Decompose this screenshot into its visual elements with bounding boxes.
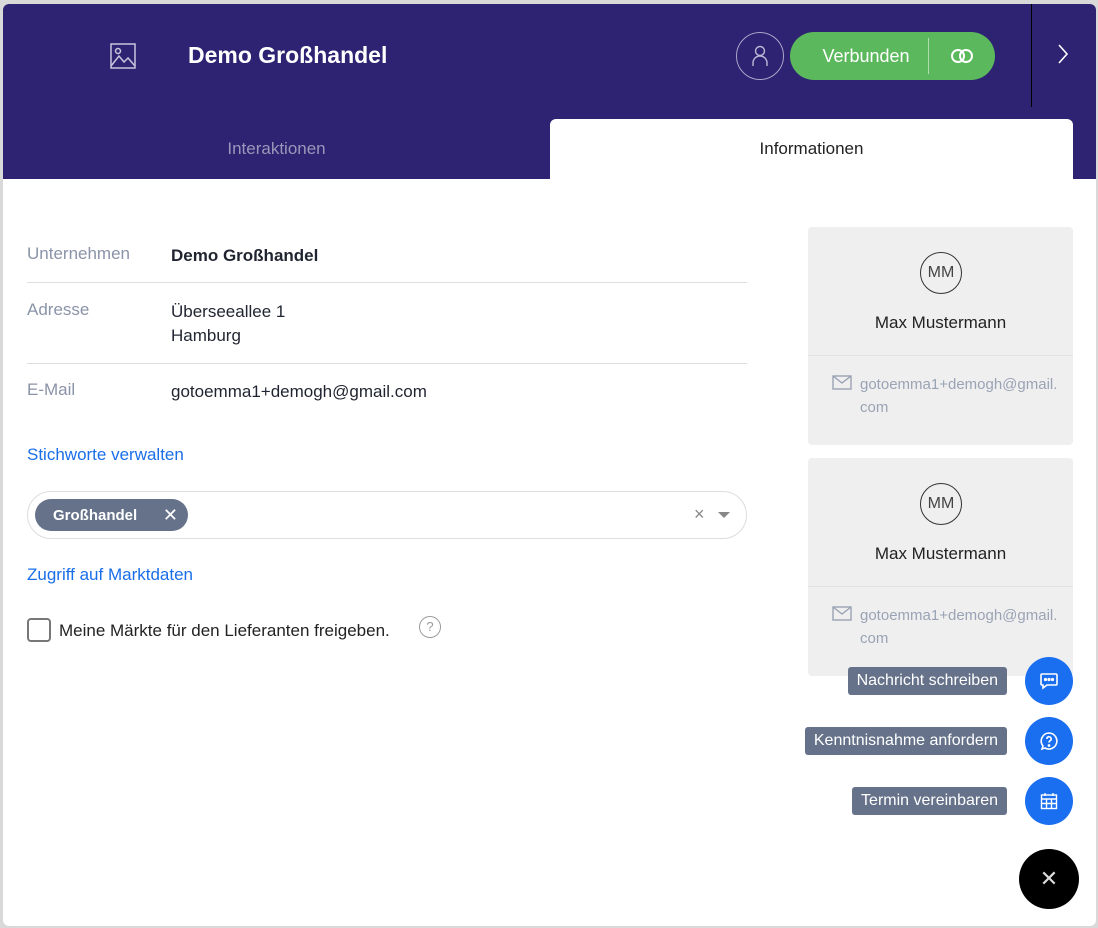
question-bubble-icon [1040,732,1058,751]
contact-name: Max Mustermann [874,313,1007,332]
user-icon [752,45,768,66]
avatar: MM [920,483,962,525]
page-title: Demo Großhandel [188,42,388,68]
help-icon[interactable]: ? [419,616,441,638]
tab-informationen[interactable]: Informationen [550,119,1073,179]
write-message-button[interactable] [1025,657,1073,705]
manage-tags-link[interactable]: Stichworte verwalten [27,445,184,464]
clear-icon[interactable]: × [694,504,705,524]
linked-rings-icon [929,48,995,64]
mail-icon [832,606,852,626]
window: Demo Großhandel Verbunden Interaktionen … [3,4,1096,926]
connection-status-label: Verbunden [822,45,910,66]
contact-card: MM Max Mustermann gotoemma1+demogh@gmail… [808,227,1073,445]
chevron-right-icon[interactable] [1056,42,1070,71]
contact-email[interactable]: gotoemma1+demogh@gmail.com [860,376,1058,416]
avatar: MM [920,252,962,294]
chat-icon [1040,673,1058,690]
address-row: Adresse Überseeallee 1 Hamburg [27,300,286,345]
close-actions-button[interactable]: ✕ [1019,849,1079,909]
tag-select[interactable]: Großhandel ✕ × [27,491,747,539]
email-row: E-Mail gotoemma1+demogh@gmail.com [27,380,427,401]
share-markets-checkbox[interactable] [27,618,51,642]
action-label-acknowledge[interactable]: Kenntnisnahme anfordern [804,727,1007,755]
remove-tag-icon[interactable]: ✕ [162,505,178,525]
connection-status-button[interactable]: Verbunden [790,32,995,80]
company-row: Unternehmen Demo Großhandel [27,244,319,265]
contact-email[interactable]: gotoemma1+demogh@gmail.com [860,607,1058,647]
contact-card: MM Max Mustermann gotoemma1+demogh@gmail… [808,458,1073,676]
calendar-icon [1040,793,1058,810]
dropdown-arrow-icon[interactable] [718,512,730,518]
tag-chip: Großhandel ✕ [35,499,188,531]
schedule-appointment-button[interactable] [1025,777,1073,825]
market-data-link[interactable]: Zugriff auf Marktdaten [27,565,193,584]
request-acknowledgement-button[interactable] [1025,717,1073,765]
header: Demo Großhandel Verbunden Interaktionen … [3,4,1096,179]
contact-name: Max Mustermann [874,544,1007,563]
share-markets-label: Meine Märkte für den Lieferanten freigeb… [59,621,390,640]
image-placeholder-icon [109,42,137,75]
tab-interaktionen[interactable]: Interaktionen [227,139,326,158]
mail-icon [832,375,852,395]
close-icon: ✕ [1039,866,1059,891]
action-label-message[interactable]: Nachricht schreiben [847,667,1007,695]
user-button[interactable] [736,32,784,80]
action-label-appointment[interactable]: Termin vereinbaren [852,787,1007,815]
